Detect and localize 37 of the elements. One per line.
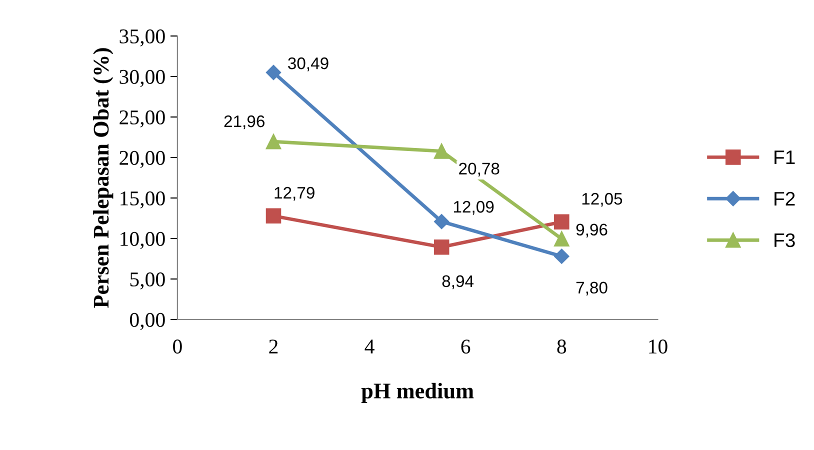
y-tick-label: 25,00 [120,110,165,128]
point [434,239,450,255]
data-label: 21,96 [224,115,264,130]
data-label: 20,78 [459,162,500,177]
data-label: 7,80 [576,282,608,296]
data-label: 12,09 [454,200,494,215]
legend-label: F1 [774,150,795,164]
legend-label: F2 [774,192,795,206]
point [266,134,282,150]
data-label: 12,05 [582,192,622,207]
y-tick-label: 15,00 [120,191,165,208]
x-tick-label: 6 [461,340,470,354]
y-tick-label: 30,00 [120,70,165,87]
x-tick-label: 4 [364,340,374,354]
y-tick-label: 35,00 [120,29,165,46]
point [554,248,570,264]
data-label: 12,79 [274,186,314,201]
y-tick-label: 0,00 [130,312,165,330]
x-tick-label: 2 [269,340,278,354]
point [434,214,450,230]
legend-label: F3 [774,233,795,248]
y-axis-title: Persen Pelepasan Obat (%) [93,48,114,308]
data-label: 8,94 [442,275,474,290]
y-tick-label: 5,00 [130,272,165,290]
y-tick-label: 20,00 [120,150,165,168]
y-tick-label: 10,00 [120,232,165,249]
x-tick-label: 0 [173,340,182,354]
x-axis-title: pH medium [361,382,474,403]
data-label: 9,96 [576,224,608,238]
point [554,214,570,230]
x-tick-label: 10 [649,340,668,354]
point [266,208,282,224]
x-tick-label: 8 [557,340,566,354]
point [554,231,570,246]
data-label: 30,49 [288,57,328,72]
point [266,64,282,80]
point [434,144,450,159]
